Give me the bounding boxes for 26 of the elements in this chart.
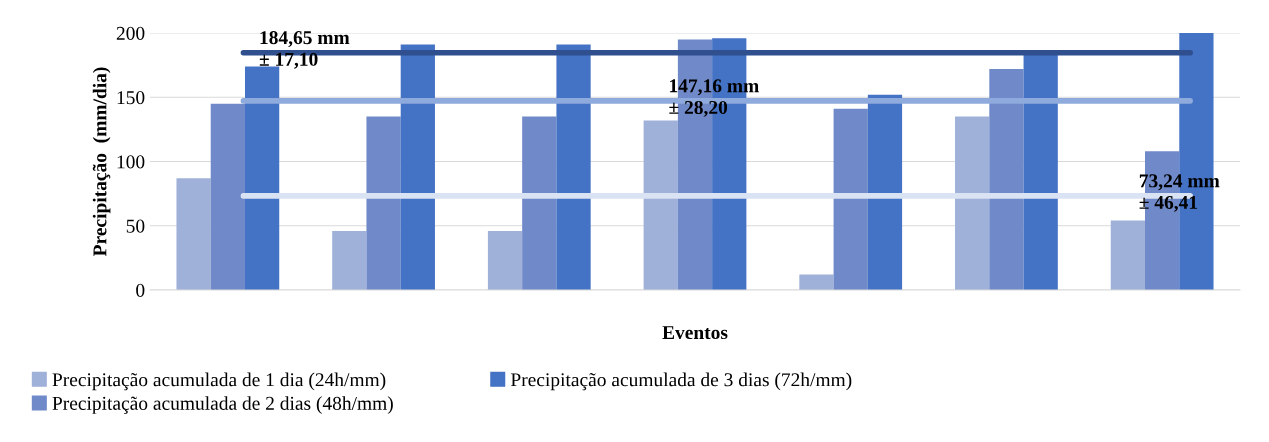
bar	[487, 230, 523, 290]
x-axis-title: Eventos	[662, 326, 728, 340]
bar	[1110, 220, 1146, 290]
bar	[643, 120, 678, 290]
legend-label: Precipitação acumulada de 3 dias (72h/mm)	[510, 372, 852, 391]
y-tick-label: 50	[126, 219, 145, 233]
ref-line-label: 184,65 mm ± 17,10	[259, 31, 350, 69]
bar	[867, 94, 903, 290]
bar	[400, 44, 435, 290]
bar	[556, 44, 591, 290]
y-tick-label: 0	[136, 283, 145, 297]
bar	[522, 116, 557, 290]
bar	[989, 68, 1024, 290]
bar	[210, 103, 245, 290]
bar	[366, 116, 401, 290]
y-tick-label: 150	[117, 91, 145, 105]
bar	[799, 274, 834, 290]
legend-label: Precipitação acumulada de 1 dia (24h/mm)	[52, 372, 386, 391]
bar	[833, 108, 868, 290]
bar	[176, 178, 211, 290]
bar	[332, 230, 367, 290]
legend-label: Precipitação acumulada de 2 dias (48h/mm)	[52, 396, 393, 414]
y-tick-label: 100	[117, 155, 145, 169]
y-axis-title: Precipitação (mm/dia)	[92, 67, 111, 257]
bar	[955, 116, 990, 290]
y-tick-label: 200	[116, 26, 145, 40]
